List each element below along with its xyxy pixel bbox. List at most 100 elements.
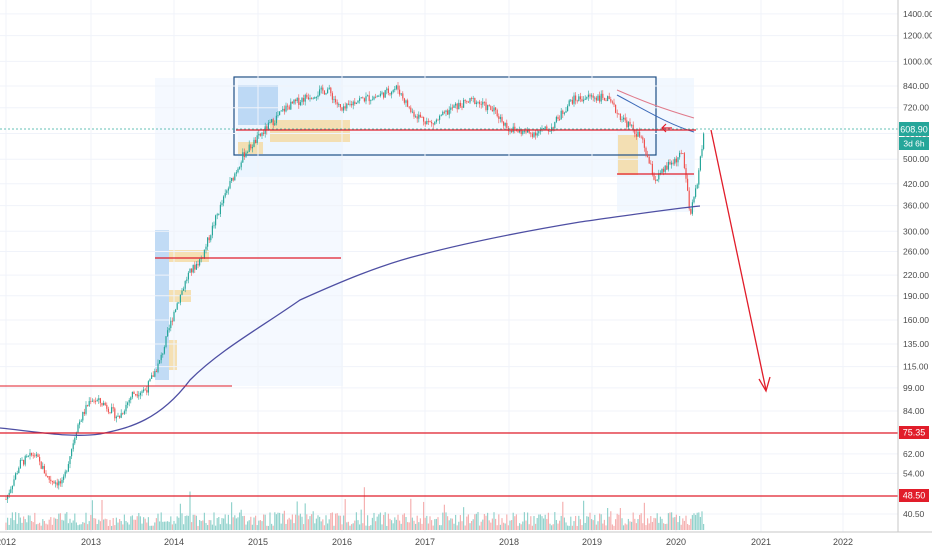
candle-body <box>531 133 533 137</box>
candle-body <box>496 110 498 117</box>
candle-body <box>472 97 474 99</box>
volume-bar <box>629 521 631 530</box>
volume-bar <box>39 522 41 530</box>
candle-body <box>96 400 98 402</box>
candle-body <box>301 98 303 103</box>
candle-body <box>392 90 394 93</box>
volume-bar <box>283 510 285 530</box>
candle-body <box>163 346 165 354</box>
volume-bar <box>32 522 34 530</box>
candle-body <box>602 93 604 98</box>
candle-body <box>576 100 578 102</box>
candle-body <box>160 354 162 361</box>
volume-bar <box>493 512 495 530</box>
volume-bar <box>475 513 477 530</box>
volume-bar <box>290 519 292 530</box>
volume-bar <box>82 522 84 530</box>
volume-bar <box>680 524 682 530</box>
candle-body <box>397 85 399 90</box>
volume-bar <box>184 516 186 530</box>
candle-body <box>288 106 290 110</box>
candle-body <box>695 188 697 197</box>
candle-body <box>197 263 199 266</box>
candle-body <box>111 407 113 413</box>
candle-body <box>319 89 321 96</box>
volume-bar <box>253 517 255 530</box>
volume-bar <box>168 521 170 530</box>
volume-bar <box>568 525 570 530</box>
volume-bar <box>243 515 245 530</box>
volume-bar <box>453 523 455 530</box>
projection-arrow <box>710 129 771 393</box>
volume-bar <box>167 521 169 530</box>
volume-bar <box>555 520 557 530</box>
candle-body <box>184 281 186 289</box>
candle-body <box>643 139 645 148</box>
candle-body <box>573 95 575 104</box>
volume-bar <box>437 517 439 530</box>
volume-bar <box>474 514 476 530</box>
volume-bar <box>671 512 673 530</box>
time-tick-label: 2014 <box>164 537 184 547</box>
volume-bar <box>631 521 633 530</box>
candle-body <box>331 93 333 100</box>
candle-body <box>613 102 615 105</box>
candle-body <box>50 479 52 482</box>
candle-body <box>424 121 426 125</box>
candle-body <box>650 163 652 165</box>
candle-body <box>667 161 669 170</box>
candle-body <box>618 113 620 115</box>
volume-bar <box>67 523 69 530</box>
candle-body <box>632 124 634 130</box>
volume-bar <box>639 514 641 530</box>
candle-body <box>551 127 553 132</box>
volume-bar <box>392 523 394 530</box>
volume-bar <box>597 521 599 530</box>
candle-body <box>368 95 370 102</box>
candle-body <box>106 404 108 409</box>
volume-bar <box>531 525 533 530</box>
volume-bar <box>319 516 321 530</box>
candle-body <box>560 110 562 120</box>
candle-body <box>538 131 540 134</box>
candle-body <box>469 98 471 103</box>
time-tick-label: 2012 <box>0 537 16 547</box>
candle-body <box>5 499 7 500</box>
candle-body <box>26 456 28 457</box>
candle-body <box>211 225 213 236</box>
candle-body <box>655 179 657 181</box>
volume-bar <box>309 516 311 530</box>
volume-bar <box>387 513 389 530</box>
candle-body <box>501 117 503 122</box>
volume-bar <box>698 512 700 530</box>
candle-body <box>55 482 57 484</box>
candle-body <box>79 421 81 425</box>
volume-bar <box>495 518 497 530</box>
volume-bar <box>611 524 613 530</box>
volume-bar <box>135 519 137 530</box>
volume-bar <box>323 525 325 530</box>
candle-body <box>24 456 26 465</box>
volume-bar <box>325 515 327 530</box>
volume-bar <box>679 515 681 530</box>
candle-body <box>45 473 47 477</box>
candle-body <box>221 203 223 205</box>
candle-body <box>703 133 705 149</box>
candle-body <box>274 123 276 126</box>
volume-bar <box>104 518 106 530</box>
candle-body <box>328 87 330 90</box>
candle-body <box>581 99 583 102</box>
volume-bar <box>215 525 217 530</box>
candle-body <box>445 110 447 113</box>
volume-bar <box>194 514 196 530</box>
candle-body <box>595 97 597 101</box>
volume-bar <box>93 518 95 530</box>
volume-bar <box>43 521 45 530</box>
candle-body <box>27 455 29 457</box>
volume-bar <box>239 512 241 530</box>
candle-body <box>594 97 596 99</box>
candle-body <box>167 330 169 337</box>
volume-bar <box>586 516 588 530</box>
candle-body <box>287 105 289 107</box>
volume-bar <box>111 525 113 530</box>
